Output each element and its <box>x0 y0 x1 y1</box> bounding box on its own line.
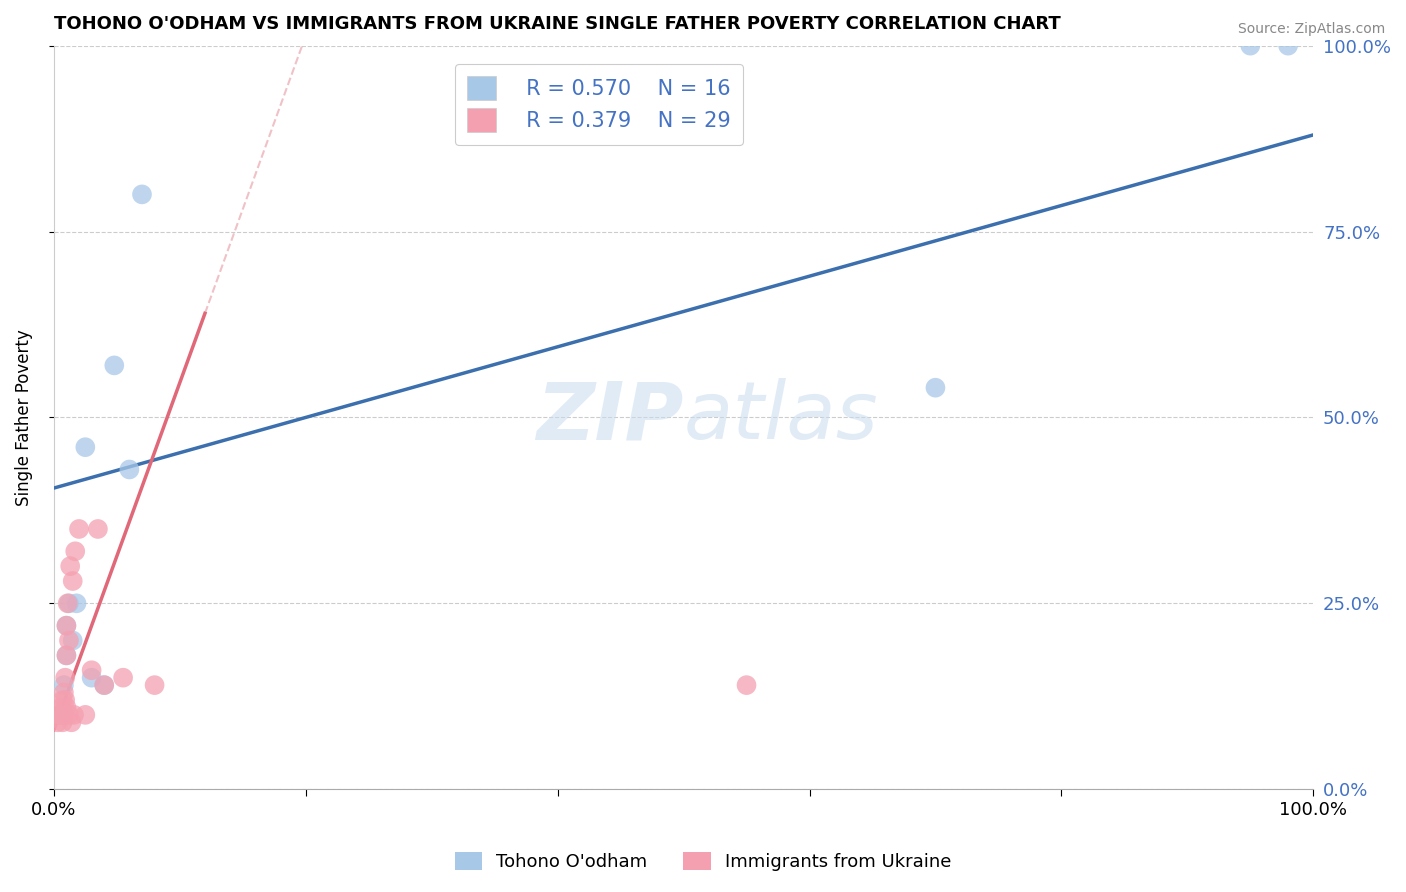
Text: atlas: atlas <box>683 378 879 457</box>
Point <box>51 700 73 714</box>
Text: Source: ZipAtlas.com: Source: ZipAtlas.com <box>1237 22 1385 37</box>
Point <box>118 462 141 476</box>
Point <box>735 678 758 692</box>
Point <box>56 596 79 610</box>
Point <box>65 544 87 558</box>
Point <box>143 678 166 692</box>
Point <box>75 440 97 454</box>
Point <box>52 685 75 699</box>
Point <box>53 693 76 707</box>
Point <box>55 648 77 663</box>
Point <box>924 381 946 395</box>
Point <box>48 707 70 722</box>
Point <box>93 678 115 692</box>
Point <box>67 522 90 536</box>
Legend: Tohono O'odham, Immigrants from Ukraine: Tohono O'odham, Immigrants from Ukraine <box>447 845 959 879</box>
Point <box>49 707 72 722</box>
Point <box>103 359 125 373</box>
Point <box>55 618 77 632</box>
Point <box>63 707 86 722</box>
Point <box>49 707 72 722</box>
Point <box>55 700 77 714</box>
Legend:   R = 0.570    N = 16,   R = 0.379    N = 29: R = 0.570 N = 16, R = 0.379 N = 29 <box>454 63 744 145</box>
Point <box>55 648 77 663</box>
Point <box>1277 38 1299 53</box>
Point <box>112 671 135 685</box>
Point <box>62 574 84 588</box>
Point <box>55 618 77 632</box>
Point <box>52 715 75 730</box>
Point <box>60 715 83 730</box>
Point <box>75 707 97 722</box>
Point <box>58 633 80 648</box>
Point <box>52 707 75 722</box>
Point <box>80 671 103 685</box>
Point <box>80 663 103 677</box>
Y-axis label: Single Father Poverty: Single Father Poverty <box>15 329 32 506</box>
Point <box>59 559 82 574</box>
Text: ZIP: ZIP <box>536 378 683 457</box>
Point <box>65 596 87 610</box>
Point <box>131 187 153 202</box>
Point <box>87 522 110 536</box>
Text: TOHONO O'ODHAM VS IMMIGRANTS FROM UKRAINE SINGLE FATHER POVERTY CORRELATION CHAR: TOHONO O'ODHAM VS IMMIGRANTS FROM UKRAIN… <box>53 15 1060 33</box>
Point <box>1239 38 1261 53</box>
Point <box>52 678 75 692</box>
Point <box>62 633 84 648</box>
Point <box>52 693 75 707</box>
Point <box>53 671 76 685</box>
Point <box>46 715 69 730</box>
Point <box>93 678 115 692</box>
Point <box>58 707 80 722</box>
Point <box>58 596 80 610</box>
